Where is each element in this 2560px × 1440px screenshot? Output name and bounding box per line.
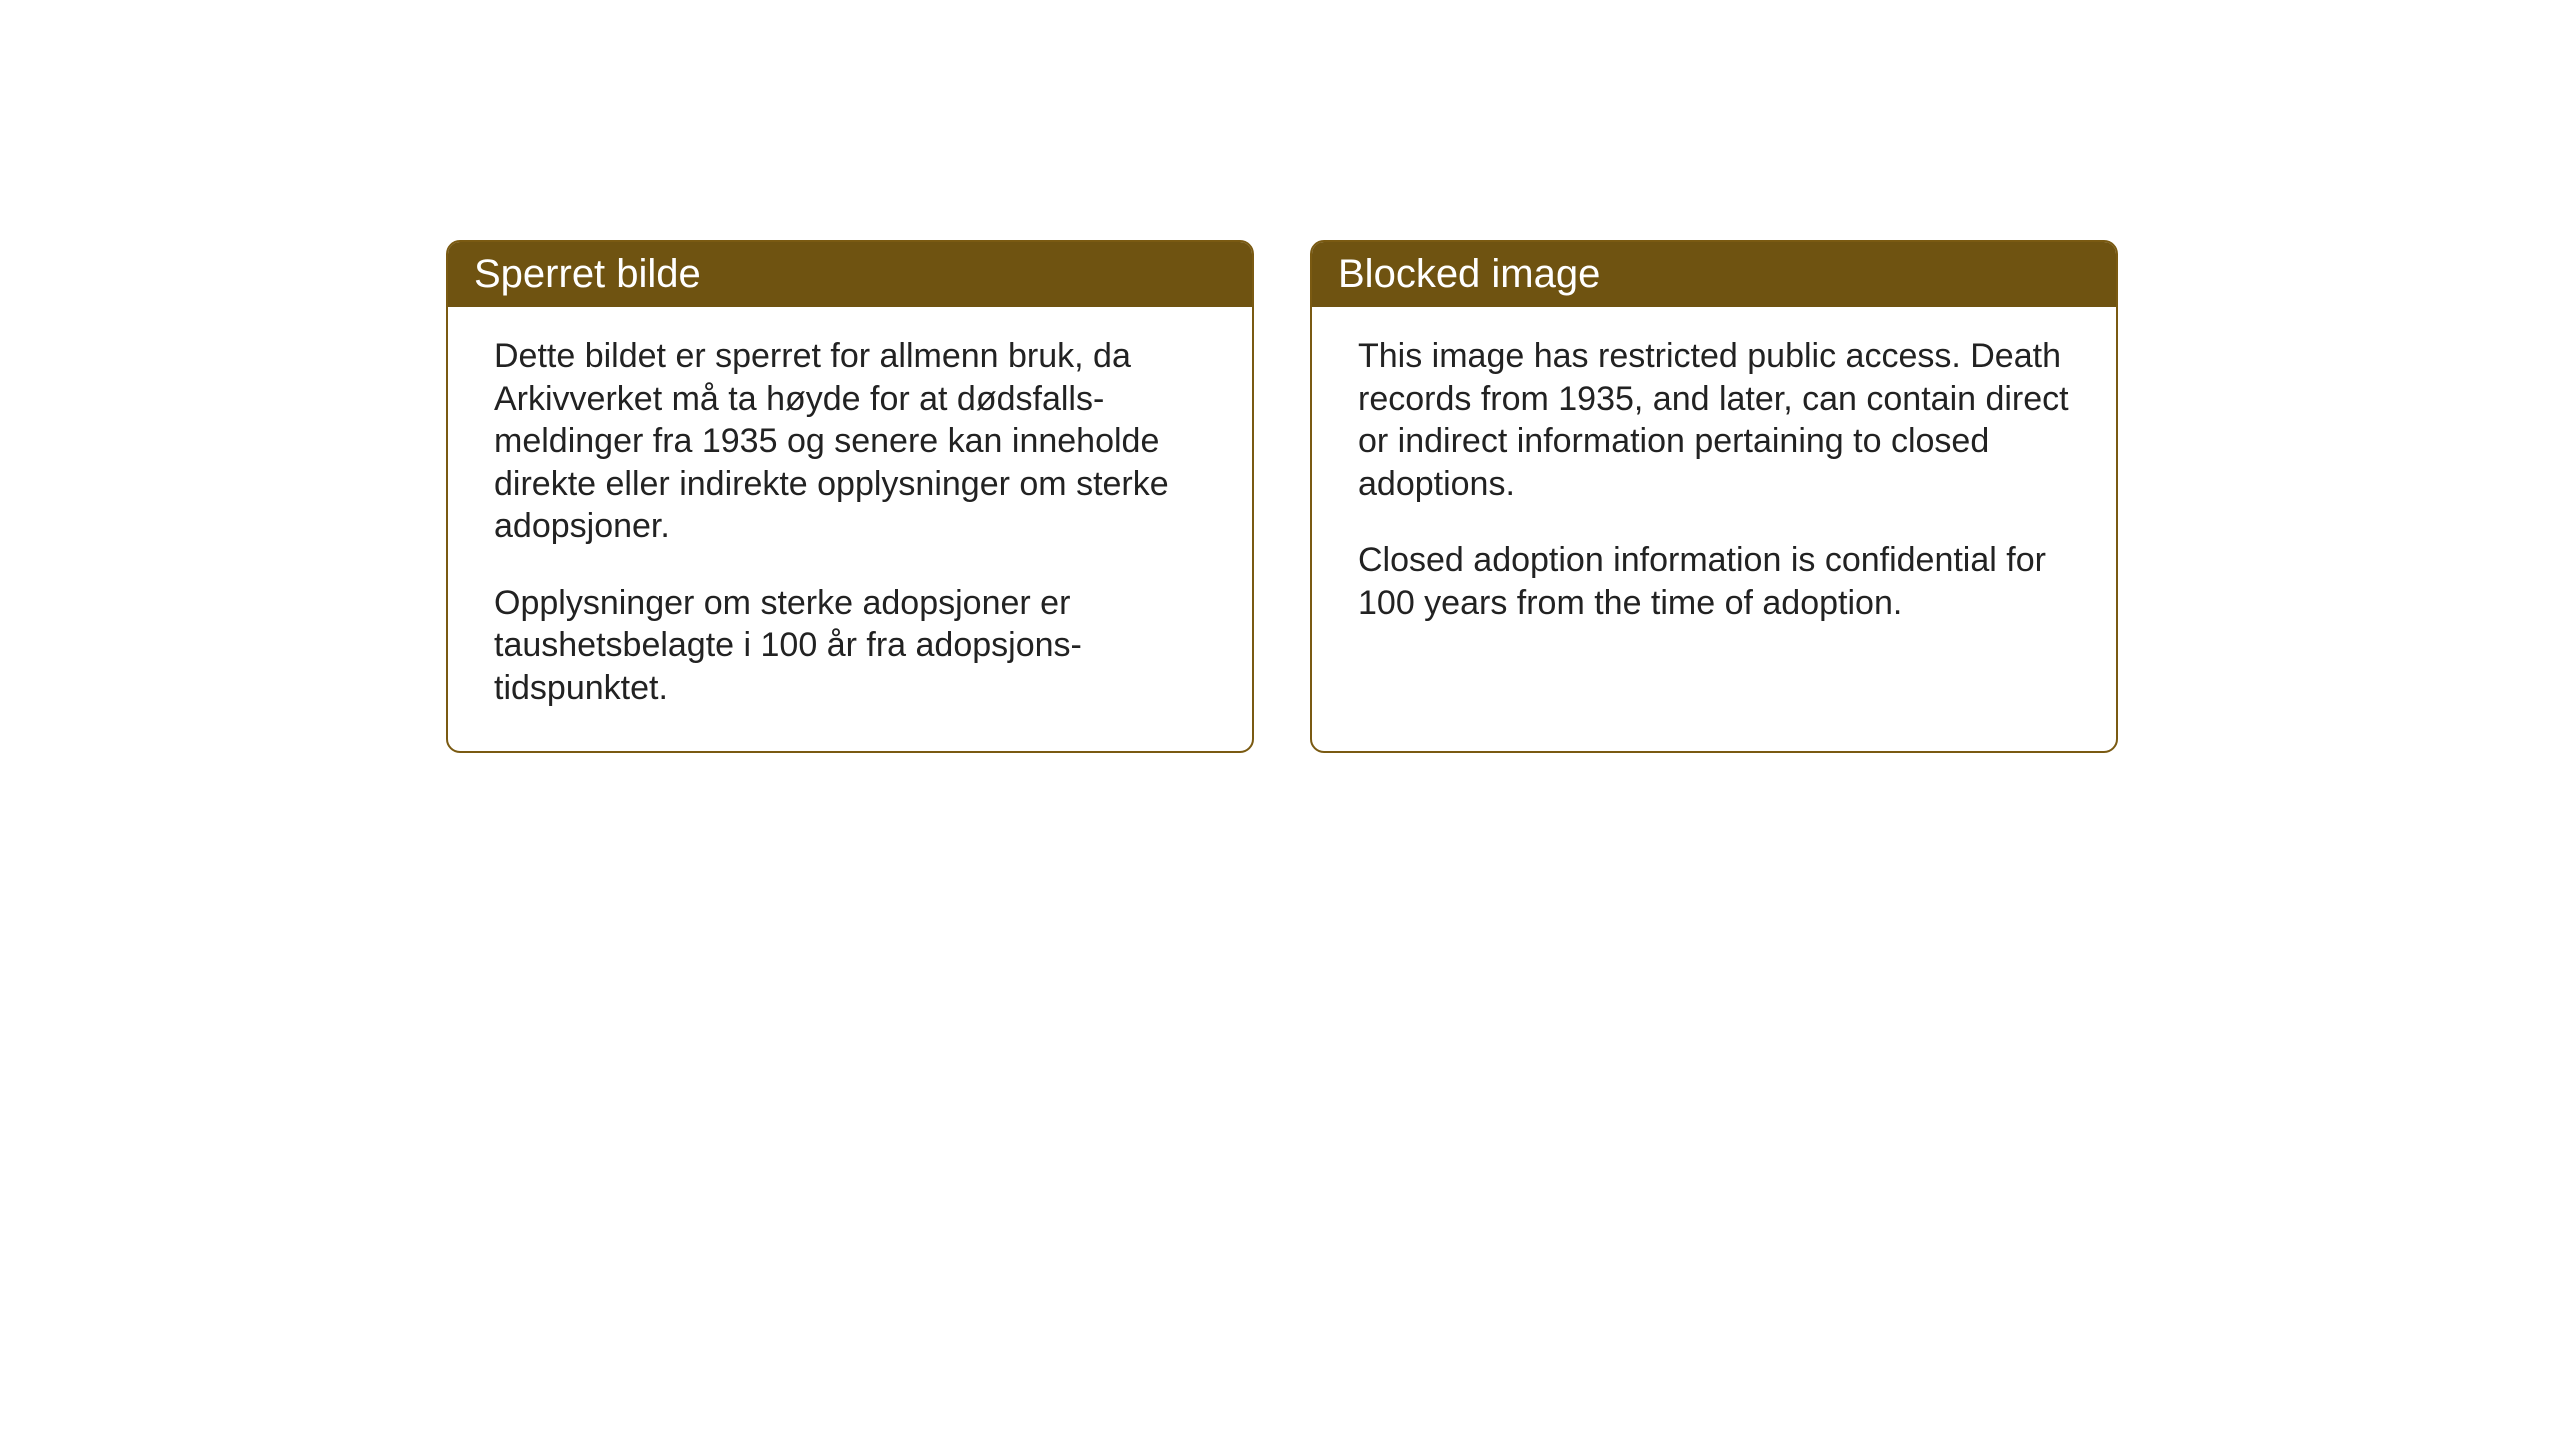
card-header-norwegian: Sperret bilde <box>448 242 1252 307</box>
card-norwegian: Sperret bilde Dette bildet er sperret fo… <box>446 240 1254 753</box>
paragraph-1-english: This image has restricted public access.… <box>1358 335 2070 505</box>
card-body-english: This image has restricted public access.… <box>1312 307 2116 751</box>
card-title-norwegian: Sperret bilde <box>474 252 701 296</box>
card-title-english: Blocked image <box>1338 252 1600 296</box>
card-header-english: Blocked image <box>1312 242 2116 307</box>
paragraph-1-norwegian: Dette bildet er sperret for allmenn bruk… <box>494 335 1206 548</box>
paragraph-2-english: Closed adoption information is confident… <box>1358 539 2070 624</box>
card-body-norwegian: Dette bildet er sperret for allmenn bruk… <box>448 307 1252 751</box>
card-container: Sperret bilde Dette bildet er sperret fo… <box>446 240 2118 753</box>
card-english: Blocked image This image has restricted … <box>1310 240 2118 753</box>
paragraph-2-norwegian: Opplysninger om sterke adopsjoner er tau… <box>494 582 1206 710</box>
